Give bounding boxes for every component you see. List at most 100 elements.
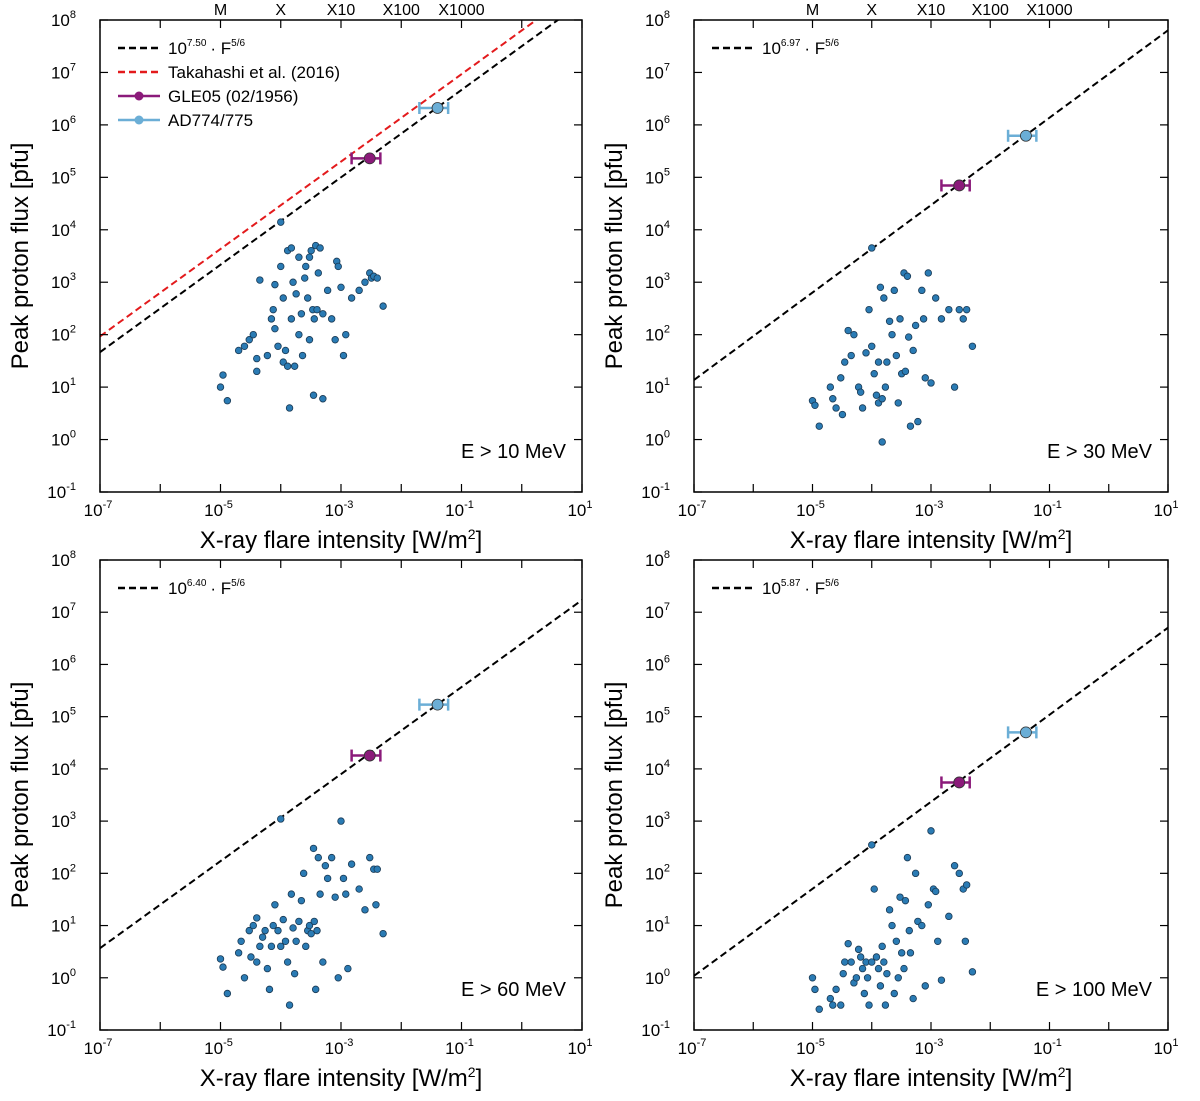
gle05-point (940, 179, 971, 192)
data-point (240, 974, 249, 982)
data-point (334, 974, 342, 982)
data-point (829, 1001, 837, 1009)
scatter-points (808, 827, 977, 1013)
data-point (289, 278, 297, 286)
ad774-point (418, 698, 450, 711)
fit-line (694, 626, 1168, 977)
data-point (959, 315, 967, 323)
flare-class-label: M (806, 2, 819, 19)
legend-ad774-label: AD774/775 (168, 111, 253, 130)
data-point (274, 342, 282, 351)
data-point (885, 906, 894, 914)
data-point (269, 305, 277, 314)
x-tick-label: 101 (1153, 1037, 1178, 1058)
data-point (307, 929, 315, 938)
x-tick-label: 101 (567, 1037, 592, 1058)
data-point (832, 404, 840, 412)
data-point (901, 367, 910, 376)
data-point (968, 968, 977, 976)
scatter-points (216, 218, 387, 412)
data-point (921, 982, 929, 990)
y-tick-label: 101 (51, 915, 76, 936)
data-point (909, 994, 917, 1003)
data-point (290, 969, 299, 978)
data-point (271, 324, 279, 333)
legend-ad774-marker (134, 115, 144, 125)
data-point (331, 893, 339, 901)
data-point (841, 358, 849, 366)
y-tick-label: 101 (645, 915, 670, 936)
data-point (287, 315, 296, 323)
data-point (863, 974, 872, 982)
data-point (256, 276, 264, 284)
x-tick-label: 10-3 (325, 499, 354, 520)
legend-fit-label: 106.97 · F5/6 (762, 38, 840, 58)
y-tick-label: 106 (51, 653, 76, 674)
data-point (287, 244, 296, 252)
data-point (261, 926, 269, 935)
scatter-points (808, 244, 977, 446)
data-point (868, 841, 876, 849)
data-point (955, 305, 963, 314)
y-tick-label: 102 (645, 862, 670, 883)
x-tick-label: 10-5 (796, 1037, 825, 1058)
x-axis-title: X-ray flare intensity [W/m2] (200, 1064, 483, 1092)
data-point (305, 336, 314, 344)
x-tick-label: 10-3 (915, 499, 944, 520)
data-point (267, 942, 276, 951)
data-point (253, 354, 261, 363)
data-point (347, 860, 356, 868)
data-point (281, 346, 290, 355)
data-point (844, 326, 852, 335)
gle05-point-marker (953, 179, 966, 192)
data-point (874, 964, 883, 973)
data-point (283, 362, 292, 370)
ad774-point (1006, 129, 1038, 142)
flare-class-label: M (214, 2, 227, 19)
data-point (274, 926, 282, 935)
data-point (249, 921, 257, 930)
x-tick-label: 10-3 (325, 1037, 354, 1058)
x-tick-label: 101 (1153, 499, 1178, 520)
data-point (950, 383, 959, 391)
y-tick-label: 103 (645, 271, 670, 292)
data-point (815, 422, 823, 430)
data-point (292, 290, 300, 298)
data-point (914, 417, 922, 426)
data-point (256, 942, 264, 951)
data-point (339, 874, 348, 883)
x-tick-label: 10-5 (204, 499, 233, 520)
data-point (931, 887, 940, 896)
data-point (310, 315, 318, 323)
data-point (285, 1001, 294, 1009)
data-point (892, 937, 901, 945)
data-point (313, 926, 321, 935)
panel-1: 10-7 10-5 10-3 10-1 101 10-1 100 101 102 103 104 10… (7, 2, 593, 554)
data-point (269, 921, 277, 930)
fit-line (100, 20, 560, 353)
y-axis-title: Peak proton flux [pfu] (7, 143, 34, 370)
y-tick-label: 105 (645, 166, 670, 187)
legend-gle05-label: GLE05 (02/1956) (168, 87, 298, 106)
data-point (860, 989, 869, 998)
x-axis-title: X-ray flare intensity [W/m2] (790, 1064, 1073, 1092)
data-point (847, 351, 855, 360)
ad774-point-marker (431, 698, 444, 711)
data-point (858, 404, 867, 412)
data-point (219, 371, 227, 379)
data-point (342, 330, 350, 339)
legend-fit-label: 105.87 · F5/6 (762, 578, 840, 598)
data-point (881, 383, 890, 391)
gle05-point-marker (953, 776, 966, 789)
data-point (305, 253, 314, 261)
data-point (245, 926, 253, 935)
data-point (337, 283, 345, 292)
data-point (311, 985, 320, 994)
data-point (223, 397, 232, 405)
data-point (314, 269, 323, 277)
flare-class-label: X10 (327, 2, 356, 19)
data-point (858, 964, 867, 973)
data-point (888, 330, 896, 339)
y-tick-label: 105 (51, 706, 76, 727)
